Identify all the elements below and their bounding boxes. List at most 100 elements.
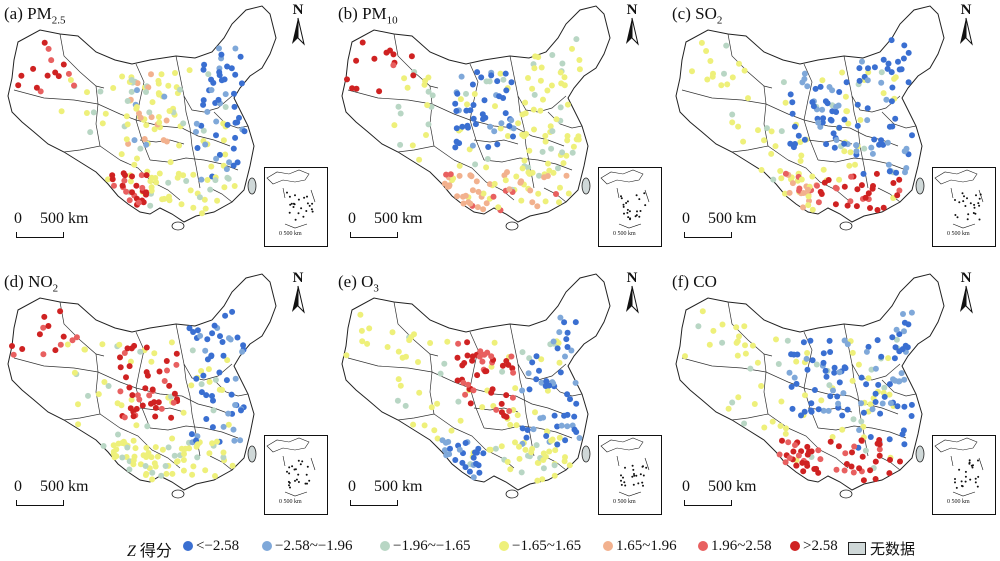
city-point — [545, 160, 551, 167]
city-point — [747, 365, 754, 372]
inset-scale-label: 0 500 km — [613, 499, 636, 505]
city-point — [782, 430, 789, 437]
city-point — [544, 173, 551, 179]
province-border — [469, 331, 485, 429]
city-point — [544, 387, 551, 394]
city-point — [480, 206, 487, 213]
city-point — [441, 447, 448, 454]
city-point — [905, 321, 912, 328]
city-point — [564, 411, 571, 418]
city-point — [525, 370, 532, 377]
city-point — [167, 159, 174, 166]
city-point — [564, 137, 571, 144]
city-point — [232, 45, 239, 52]
city-point — [207, 186, 214, 193]
city-point — [117, 354, 123, 361]
city-point — [209, 440, 216, 447]
north-arrow-icon: N — [620, 270, 644, 314]
city-point — [868, 144, 875, 151]
city-point — [10, 351, 17, 358]
city-point — [161, 93, 168, 100]
city-point — [770, 176, 777, 183]
city-point — [222, 312, 229, 319]
panel-title: (b) PM10 — [338, 4, 398, 27]
city-point — [190, 171, 197, 178]
city-point — [817, 83, 824, 90]
city-point — [832, 201, 839, 208]
city-point — [467, 172, 474, 179]
city-point — [801, 408, 808, 415]
city-point — [526, 386, 533, 393]
city-point — [472, 161, 479, 168]
city-point — [853, 142, 860, 149]
province-border — [209, 187, 233, 203]
city-point — [444, 338, 451, 345]
city-point — [778, 128, 785, 135]
city-point — [525, 169, 532, 176]
city-point — [148, 174, 155, 181]
city-point — [815, 406, 822, 413]
city-point — [151, 350, 158, 357]
china-map — [675, 273, 945, 499]
city-point — [143, 189, 150, 196]
city-point — [576, 66, 583, 73]
city-point — [211, 322, 218, 329]
city-point — [538, 64, 545, 71]
city-point — [220, 423, 227, 430]
city-point — [469, 142, 476, 149]
city-point — [358, 327, 365, 334]
city-point — [867, 467, 874, 474]
city-point — [85, 392, 91, 399]
city-point — [844, 202, 851, 209]
city-point — [780, 79, 787, 86]
city-point — [357, 311, 364, 318]
city-point — [562, 353, 568, 360]
inset-scale-label: 0 500 km — [947, 499, 970, 505]
city-point — [209, 330, 216, 337]
city-point — [156, 368, 163, 375]
city-point — [809, 357, 816, 364]
scale-bar: 0 500 km — [348, 210, 458, 246]
city-point — [186, 67, 193, 74]
city-point — [196, 194, 203, 201]
city-point — [572, 379, 579, 386]
city-point — [199, 210, 205, 217]
city-point — [542, 132, 549, 139]
city-point — [829, 108, 836, 115]
city-point — [538, 379, 545, 386]
city-point — [143, 172, 150, 179]
city-point — [872, 399, 879, 405]
city-point — [719, 321, 726, 328]
city-point — [778, 175, 785, 182]
inset-scale-label: 0 500 km — [279, 231, 302, 237]
city-point — [533, 353, 540, 360]
city-point — [128, 77, 135, 83]
city-point — [480, 450, 487, 457]
city-point — [231, 90, 237, 97]
taiwan-island — [915, 177, 925, 195]
city-point — [550, 338, 557, 345]
city-point — [894, 192, 901, 199]
city-point — [202, 141, 209, 148]
city-point — [503, 392, 510, 399]
city-point — [513, 422, 520, 429]
city-point — [815, 199, 822, 206]
city-point — [895, 58, 901, 65]
city-point — [40, 324, 47, 331]
province-border — [681, 357, 805, 389]
city-point — [155, 77, 162, 84]
city-point — [798, 176, 805, 183]
city-point — [143, 470, 150, 477]
city-point — [891, 355, 898, 362]
city-point — [41, 39, 48, 46]
city-point — [223, 377, 230, 384]
city-point — [742, 342, 748, 349]
city-point — [45, 45, 52, 52]
city-point — [202, 347, 209, 354]
city-point — [129, 189, 135, 196]
city-point — [441, 360, 448, 367]
hainan-island — [171, 489, 185, 499]
city-point — [905, 79, 912, 86]
province-border — [843, 55, 901, 113]
city-point — [500, 76, 507, 83]
